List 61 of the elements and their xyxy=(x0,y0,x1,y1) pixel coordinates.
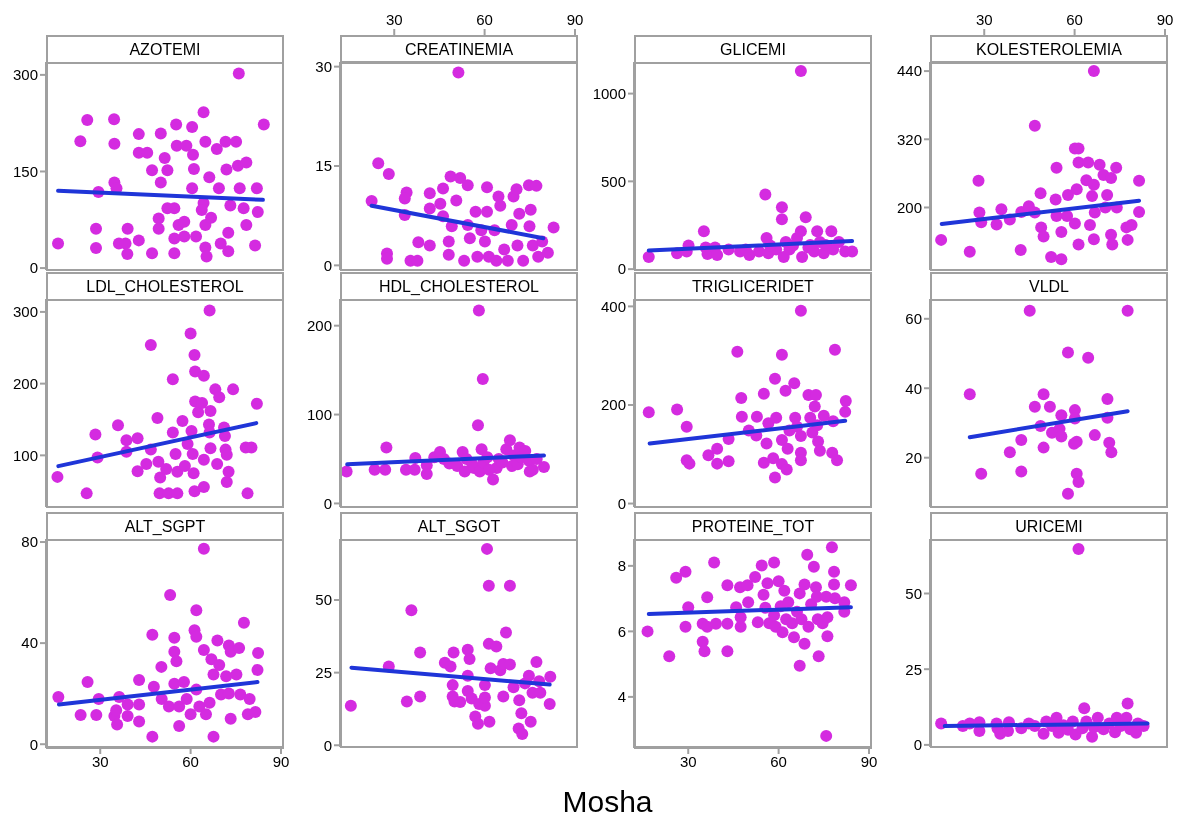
y-tick-label: 25 xyxy=(905,660,922,678)
x-tick-label: 60 xyxy=(770,752,787,770)
x-tick-label: 30 xyxy=(91,752,109,770)
chart-title: URICEMI xyxy=(930,512,1168,541)
chart-title: VLDL xyxy=(930,272,1168,301)
y-tick-label: 8 xyxy=(617,557,626,575)
y-tick-label: 500 xyxy=(600,172,626,190)
y-tick-label: 440 xyxy=(896,62,922,80)
y-tick-label: 0 xyxy=(29,735,38,753)
y-tick-label: 6 xyxy=(617,622,626,640)
y-tick-label: 300 xyxy=(12,303,38,321)
x2-tick-label: 60 xyxy=(476,11,493,28)
chart-title: PROTEINE_TOT xyxy=(634,512,872,541)
x2-tick-label: 30 xyxy=(385,11,403,28)
y-tick-label: 0 xyxy=(913,736,922,754)
x2-tick-label: 90 xyxy=(566,11,584,28)
x2-tick-label: 30 xyxy=(975,11,993,28)
y-tick-label: 200 xyxy=(896,198,922,216)
y-tick-label: 150 xyxy=(12,162,38,180)
x-tick-label: 30 xyxy=(679,752,697,770)
y-tick-label: 15 xyxy=(315,157,332,175)
y-tick-label: 0 xyxy=(29,259,38,277)
y-tick-label: 1000 xyxy=(592,84,626,102)
y-tick-label: 100 xyxy=(12,446,38,464)
chart-title: TRIGLICERIDET xyxy=(634,272,872,301)
chart-title: GLICEMI xyxy=(634,35,872,64)
y-tick-label: 100 xyxy=(306,405,332,423)
y-tick-label: 4 xyxy=(617,688,626,706)
y-tick-label: 60 xyxy=(905,310,922,328)
x-tick-label: 90 xyxy=(860,752,878,770)
x2-tick-label: 90 xyxy=(1156,11,1174,28)
x2-tick-label: 60 xyxy=(1066,11,1083,28)
y-tick-label: 300 xyxy=(12,66,38,84)
y-tick-label: 400 xyxy=(600,297,626,315)
chart-title: HDL_CHOLESTEROL xyxy=(340,272,578,301)
x-tick-label: 60 xyxy=(182,752,199,770)
x-axis-title: Mosha xyxy=(561,785,654,819)
chart-title: ALT_SGPT xyxy=(46,512,284,541)
y-tick-label: 0 xyxy=(617,494,626,512)
chart-title: LDL_CHOLESTEROL xyxy=(46,272,284,301)
y-tick-label: 20 xyxy=(905,449,922,467)
y-tick-label: 40 xyxy=(21,634,38,652)
y-tick-label: 320 xyxy=(896,130,922,148)
y-tick-label: 0 xyxy=(323,736,332,754)
y-tick-label: 30 xyxy=(315,57,332,75)
y-tick-label: 0 xyxy=(323,256,332,274)
y-tick-label: 200 xyxy=(600,396,626,414)
chart-title: ALT_SGOT xyxy=(340,512,578,541)
y-tick-label: 40 xyxy=(905,379,922,397)
y-tick-label: 50 xyxy=(905,584,922,602)
chart-title: KOLESTEROLEMIA xyxy=(930,35,1168,64)
x-tick-label: 90 xyxy=(272,752,290,770)
chart-title: CREATINEMIA xyxy=(340,35,578,64)
y-tick-label: 25 xyxy=(315,663,332,681)
y-tick-label: 50 xyxy=(315,591,332,609)
y-tick-label: 80 xyxy=(21,533,38,551)
y-tick-label: 200 xyxy=(12,374,38,392)
chart-title: AZOTEMI xyxy=(46,35,284,64)
y-tick-label: 200 xyxy=(306,316,332,334)
y-tick-label: 0 xyxy=(617,260,626,278)
y-tick-label: 0 xyxy=(323,494,332,512)
